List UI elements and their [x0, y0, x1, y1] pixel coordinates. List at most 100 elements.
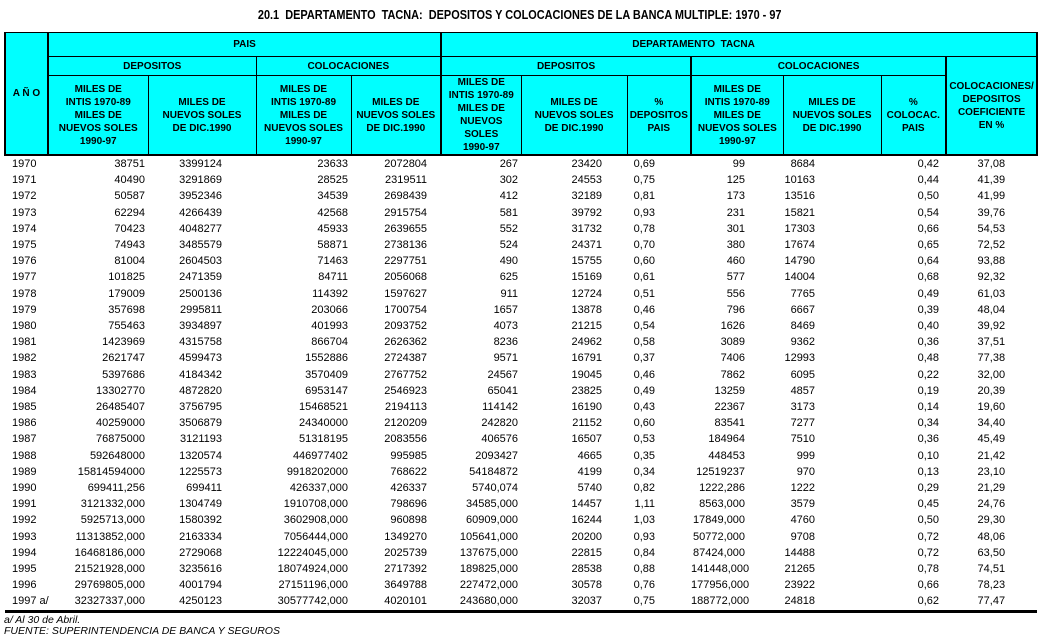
- value-cell: 1626: [720, 320, 746, 333]
- year-cell: 1972: [12, 190, 37, 203]
- value-cell: 0,50: [917, 190, 940, 203]
- value-cell: 999: [796, 449, 816, 462]
- value-cell: 2120209: [384, 417, 428, 430]
- value-cell: 30577742,000: [256, 593, 351, 613]
- header-pais-depositos: DEPOSITOS: [47, 56, 257, 76]
- value-cell: 1222: [790, 482, 816, 495]
- header-coeficiente: COLOCACIONES/ DEPOSITOS COEFICIENTE EN %: [945, 56, 1039, 156]
- value-cell: 3506879: [179, 417, 222, 430]
- year-cell: 1984: [12, 384, 37, 397]
- value-cell: 1,03: [633, 514, 656, 527]
- value-cell: 768622: [390, 465, 428, 478]
- table-row: 1982 2621747 4599473 1552886 2724387 9571 1679…: [5, 350, 1037, 366]
- value-cell: 0,65: [917, 239, 940, 252]
- header-pais-colocaciones: COLOCACIONES: [255, 56, 442, 76]
- value-cell: 0,88: [633, 563, 656, 576]
- year-cell: 1974: [12, 222, 37, 235]
- value-cell: 7277: [790, 417, 816, 430]
- value-cell: 0,53: [633, 433, 656, 446]
- value-cell: 0,13: [917, 465, 940, 478]
- value-cell: 1580392: [179, 514, 222, 527]
- value-cell: 32327337,000: [48, 593, 148, 613]
- year-cell: 1973: [12, 206, 37, 219]
- value-cell: 8236: [493, 336, 519, 349]
- value-cell: 20,39: [977, 384, 1006, 397]
- value-cell: 32189: [571, 190, 603, 203]
- value-cell: 99: [732, 158, 746, 170]
- value-cell: 21152: [572, 417, 603, 430]
- value-cell: 4184342: [179, 368, 222, 381]
- value-cell: 0,46: [633, 368, 656, 381]
- value-cell: 81004: [114, 255, 145, 268]
- value-cell: 3089: [720, 336, 746, 349]
- year-cell: 1978: [12, 287, 37, 300]
- table-row: 1980 755463 3934897 401993 2093752 4073 21215 0…: [5, 318, 1037, 334]
- table-row: 1987 76875000 3121193 51318195 2083556 406576…: [5, 431, 1037, 447]
- value-cell: 0,54: [633, 320, 656, 333]
- value-cell: 4760: [790, 514, 816, 527]
- value-cell: 1657: [493, 303, 519, 316]
- value-cell: 625: [499, 271, 519, 284]
- table-row: 1971 40490 3291869 28525 2319511 302 24553 0,75…: [5, 172, 1037, 188]
- value-cell: 3756795: [179, 401, 222, 414]
- value-cell: 4857: [790, 384, 816, 397]
- value-cell: 231: [726, 206, 746, 219]
- value-cell: 2072804: [384, 158, 428, 170]
- value-cell: 21,29: [977, 482, 1006, 495]
- value-cell: 39,76: [977, 206, 1006, 219]
- value-cell: 7862: [720, 368, 746, 381]
- value-cell: 173: [726, 190, 746, 203]
- value-cell: 65041: [487, 384, 519, 397]
- value-cell: 460: [726, 255, 746, 268]
- value-cell: 3173: [790, 401, 816, 414]
- footnote-a: a/ Al 30 de Abril.: [4, 613, 81, 626]
- value-cell: 0,72: [917, 546, 940, 559]
- value-cell: 0,62: [881, 593, 947, 613]
- value-cell: 16190: [571, 401, 603, 414]
- value-cell: 0,69: [633, 158, 656, 170]
- value-cell: 2717392: [384, 563, 428, 576]
- value-cell: 0,54: [917, 206, 940, 219]
- value-cell: 0,10: [917, 449, 940, 462]
- value-cell: 12724: [571, 287, 603, 300]
- value-cell: 2471359: [179, 271, 222, 284]
- value-cell: 13878: [571, 303, 603, 316]
- value-cell: 4020101: [351, 593, 442, 613]
- value-cell: 0,81: [633, 190, 656, 203]
- value-cell: 0,36: [917, 433, 940, 446]
- value-cell: 302: [499, 174, 519, 187]
- value-cell: 93,88: [977, 255, 1006, 268]
- value-cell: 2729068: [179, 546, 222, 559]
- value-cell: 1349270: [384, 530, 428, 543]
- value-cell: 0,82: [633, 482, 656, 495]
- year-cell: 1992: [12, 514, 37, 527]
- value-cell: 2194113: [385, 401, 428, 414]
- year-cell: 1991: [12, 498, 37, 511]
- value-cell: 23922: [784, 579, 816, 592]
- table-row: 1988 592648000 1320574 446977402 995985 20934…: [5, 448, 1037, 464]
- value-cell: 2056068: [384, 271, 428, 284]
- value-cell: 17303: [784, 222, 816, 235]
- header-pais-dep-intis: MILES DE INTIS 1970-89 MILES DE NUEVOS S…: [47, 75, 149, 156]
- value-cell: 40259000: [96, 417, 145, 430]
- value-cell: 13259: [714, 384, 746, 397]
- value-cell: 48,04: [977, 303, 1006, 316]
- value-cell: 76875000: [96, 433, 145, 446]
- value-cell: 21265: [784, 563, 816, 576]
- value-cell: 2025739: [384, 546, 428, 559]
- value-cell: 2500136: [179, 287, 222, 300]
- value-cell: 51318195: [299, 433, 348, 446]
- value-cell: 61,03: [977, 287, 1006, 300]
- header-tacna-dep-pct: % DEPOSITOS PAIS: [626, 75, 692, 156]
- value-cell: 2767752: [384, 368, 428, 381]
- value-cell: 9362: [790, 336, 816, 349]
- header-group-pais: PAIS: [46, 32, 442, 57]
- value-cell: 0,36: [917, 336, 940, 349]
- table-row: 1981 1423969 4315758 866704 2626362 8236 24962…: [5, 334, 1037, 350]
- year-cell: 1987: [12, 433, 37, 446]
- value-cell: 2698439: [384, 190, 428, 203]
- value-cell: 3235616: [179, 563, 222, 576]
- value-cell: 34,40: [977, 417, 1006, 430]
- year-cell: 1994: [12, 546, 37, 559]
- value-cell: 24818: [783, 593, 882, 613]
